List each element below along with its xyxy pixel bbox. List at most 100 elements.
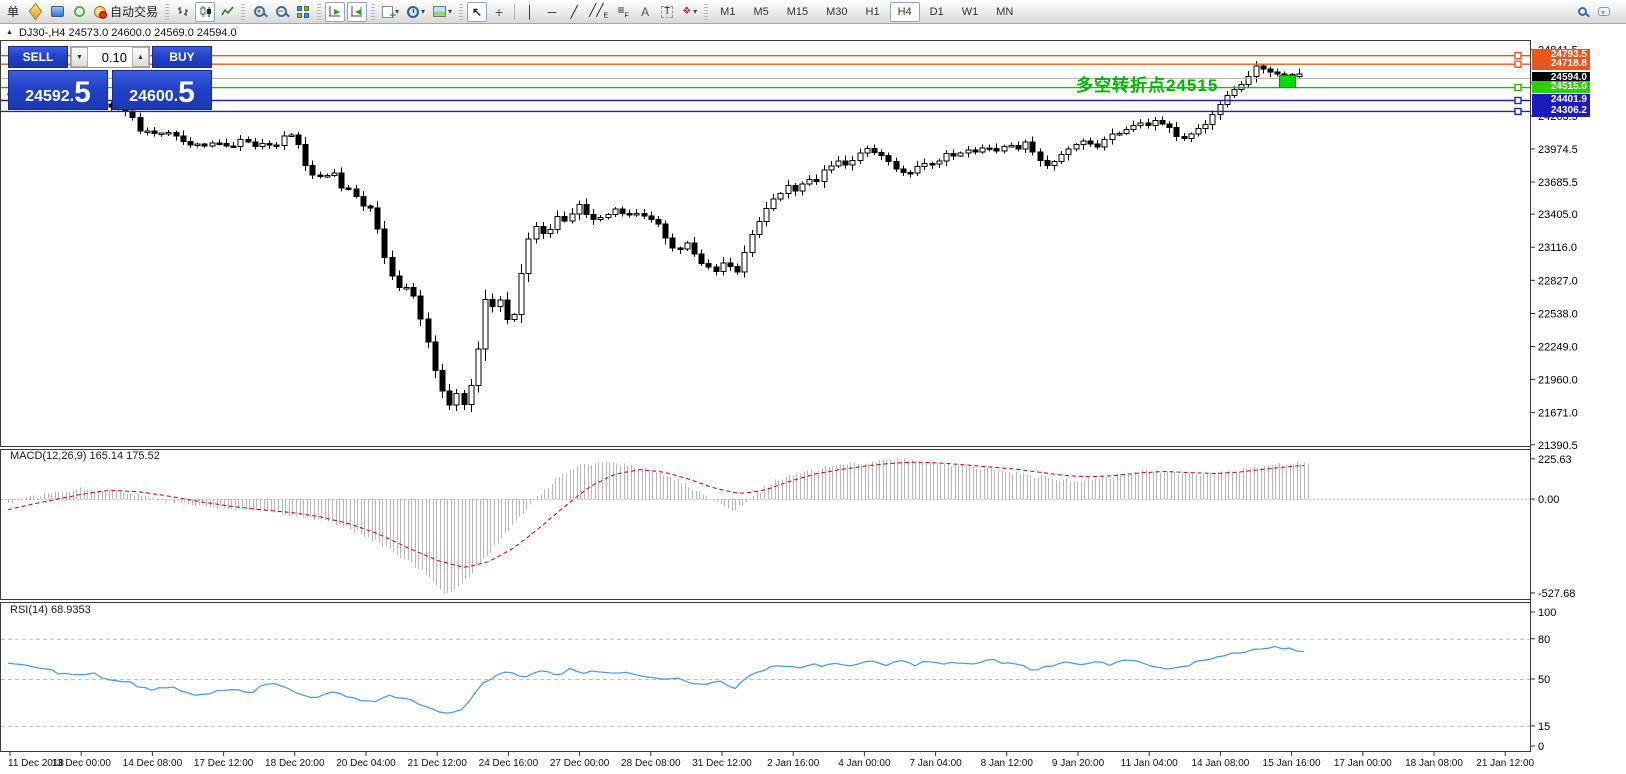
svg-text:21671.0: 21671.0: [1538, 408, 1578, 420]
svg-text:21 Dec 12:00: 21 Dec 12:00: [407, 758, 467, 769]
auto-scroll-button[interactable]: [325, 1, 346, 22]
price-tag-24401.9[interactable]: 24401.9: [1532, 93, 1590, 106]
price-tag-24515.0[interactable]: 24515.0: [1532, 81, 1590, 94]
svg-text:9 Jan 20:00: 9 Jan 20:00: [1052, 758, 1105, 769]
svg-text:17 Dec 12:00: 17 Dec 12:00: [194, 758, 254, 769]
chat-icon[interactable]: [1594, 2, 1614, 22]
templates-button[interactable]: ▾: [430, 2, 455, 22]
bar-chart-button[interactable]: [173, 2, 193, 22]
candlestick-chart-button[interactable]: [195, 1, 216, 22]
buy-price-main: 24600: [129, 88, 174, 105]
text-button[interactable]: A: [641, 4, 650, 19]
timeframe-group: M1 M5 M15 M30 H1 H4 D1 W1 MN: [711, 1, 1022, 22]
line-chart-button[interactable]: [217, 2, 237, 22]
svg-text:-527.68: -527.68: [1538, 588, 1575, 600]
timeframe-m1-button[interactable]: M1: [720, 5, 736, 18]
tile-windows-button[interactable]: [293, 2, 313, 22]
price-tag-24306.2[interactable]: 24306.2: [1532, 104, 1590, 117]
svg-text:21 Jan 12:00: 21 Jan 12:00: [1476, 758, 1534, 769]
volume-up-button[interactable]: ▲: [132, 47, 149, 67]
svg-text:7 Jan 04:00: 7 Jan 04:00: [909, 758, 962, 769]
signal-icon[interactable]: [69, 2, 89, 22]
svg-text:11 Dec 2018: 11 Dec 2018: [8, 758, 64, 769]
svg-text:31 Dec 12:00: 31 Dec 12:00: [692, 758, 752, 769]
svg-text:17 Jan 00:00: 17 Jan 00:00: [1334, 758, 1392, 769]
price-tag-24718.8[interactable]: 24718.8: [1532, 57, 1590, 70]
svg-text:80: 80: [1538, 634, 1550, 646]
timeframe-h1-button[interactable]: H1: [865, 5, 880, 18]
trendline-button[interactable]: ╱: [570, 4, 578, 19]
svg-text:21960.0: 21960.0: [1538, 375, 1578, 387]
chart-shift-button[interactable]: [347, 1, 368, 22]
cursor-button[interactable]: ↖: [467, 1, 488, 22]
timeframe-w1-button[interactable]: W1: [961, 5, 979, 18]
svg-text:18 Jan 08:00: 18 Jan 08:00: [1405, 758, 1463, 769]
main-toolbar: 单 自动交易 + − ▾ ▾ ▾ ↖: [0, 0, 1626, 24]
svg-text:18 Dec 20:00: 18 Dec 20:00: [265, 758, 325, 769]
svg-text:100: 100: [1538, 607, 1556, 619]
svg-text:0.00: 0.00: [1538, 494, 1559, 506]
svg-text:14 Dec 08:00: 14 Dec 08:00: [123, 758, 183, 769]
sell-price-display[interactable]: 24592. 5: [8, 70, 108, 110]
svg-text:23685.5: 23685.5: [1538, 177, 1578, 189]
macd-indicator-label: MACD(12,26,9) 165.14 175.52: [10, 450, 160, 462]
svg-text:23116.0: 23116.0: [1538, 242, 1577, 254]
timeframe-h4-button[interactable]: H4: [889, 1, 920, 22]
autotrading-button[interactable]: 自动交易: [91, 2, 161, 22]
chart-title-text: DJ30-,H4 24573.0 24600.0 24569.0 24594.0: [18, 26, 237, 39]
periods-button[interactable]: ▾: [404, 2, 428, 22]
svg-text:15: 15: [1538, 721, 1550, 733]
one-click-trading-panel: SELL ▼ 0.10 ▲ BUY 24592. 5 24600. 5: [8, 46, 212, 110]
buy-button[interactable]: BUY: [152, 46, 212, 68]
timeframe-m5-button[interactable]: M5: [753, 5, 769, 18]
zoom-in-button[interactable]: +: [249, 2, 269, 22]
crosshair-button[interactable]: +: [494, 3, 504, 20]
turning-point-annotation[interactable]: 多空转折点24515: [1076, 76, 1219, 95]
sell-price-big-digit: 5: [74, 76, 91, 109]
equidistant-channel-button[interactable]: ╱╱E: [589, 2, 609, 20]
svg-text:15 Jan 16:00: 15 Jan 16:00: [1263, 758, 1321, 769]
volume-down-button[interactable]: ▼: [71, 47, 88, 67]
svg-text:27 Dec 00:00: 27 Dec 00:00: [550, 758, 610, 769]
autotrading-globe-icon: [94, 5, 107, 19]
text-label-button[interactable]: T: [657, 2, 677, 22]
new-order-button[interactable]: 单: [6, 4, 19, 19]
svg-text:20 Dec 04:00: 20 Dec 04:00: [336, 758, 396, 769]
svg-text:14 Jan 08:00: 14 Jan 08:00: [1191, 758, 1249, 769]
sell-button[interactable]: SELL: [8, 46, 68, 68]
rsi-indicator-label: RSI(14) 68.9353: [10, 604, 91, 616]
svg-text:11 Jan 04:00: 11 Jan 04:00: [1121, 758, 1179, 769]
market-watch-icon[interactable]: [47, 2, 67, 22]
arrows-button[interactable]: ❖ ▾: [682, 5, 698, 17]
volume-input[interactable]: 0.10: [101, 49, 127, 65]
price-tag-24594.0[interactable]: 24594.0: [1532, 72, 1590, 84]
search-icon[interactable]: [1572, 2, 1592, 22]
zoom-out-button[interactable]: −: [271, 2, 291, 22]
volume-stepper: ▼ 0.10 ▲: [70, 46, 150, 68]
svg-text:2 Jan 16:00: 2 Jan 16:00: [767, 758, 820, 769]
timeframe-m15-button[interactable]: M15: [786, 5, 809, 18]
timeframe-mn-button[interactable]: MN: [996, 5, 1014, 18]
sell-price-main: 24592: [25, 88, 70, 105]
horizontal-line-button[interactable]: ─: [547, 4, 557, 19]
svg-text:21390.5: 21390.5: [1538, 440, 1578, 452]
buy-price-big-digit: 5: [178, 76, 195, 109]
vertical-line-button[interactable]: │: [526, 4, 534, 19]
green-object-marker[interactable]: [1279, 75, 1296, 88]
svg-text:23405.0: 23405.0: [1538, 209, 1578, 221]
collapse-icon[interactable]: ▲: [6, 29, 13, 36]
svg-text:22827.0: 22827.0: [1538, 275, 1578, 287]
fibonacci-button[interactable]: ≡F: [617, 2, 629, 20]
chart-title-bar: ▲ DJ30-,H4 24573.0 24600.0 24569.0 24594…: [0, 25, 1626, 40]
autotrading-label: 自动交易: [110, 4, 159, 19]
timeframe-d1-button[interactable]: D1: [929, 5, 944, 18]
svg-text:8 Jan 12:00: 8 Jan 12:00: [981, 758, 1034, 769]
timeframe-m30-button[interactable]: M30: [826, 5, 848, 18]
new-chart-button[interactable]: ▾: [379, 2, 402, 22]
svg-text:22538.0: 22538.0: [1538, 308, 1578, 320]
buy-price-display[interactable]: 24600. 5: [112, 70, 212, 110]
svg-text:23974.5: 23974.5: [1538, 144, 1578, 156]
